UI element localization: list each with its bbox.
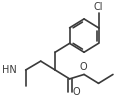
Text: O: O [73, 87, 80, 97]
Text: Cl: Cl [94, 2, 103, 12]
Text: HN: HN [2, 65, 17, 75]
Text: O: O [79, 62, 87, 72]
